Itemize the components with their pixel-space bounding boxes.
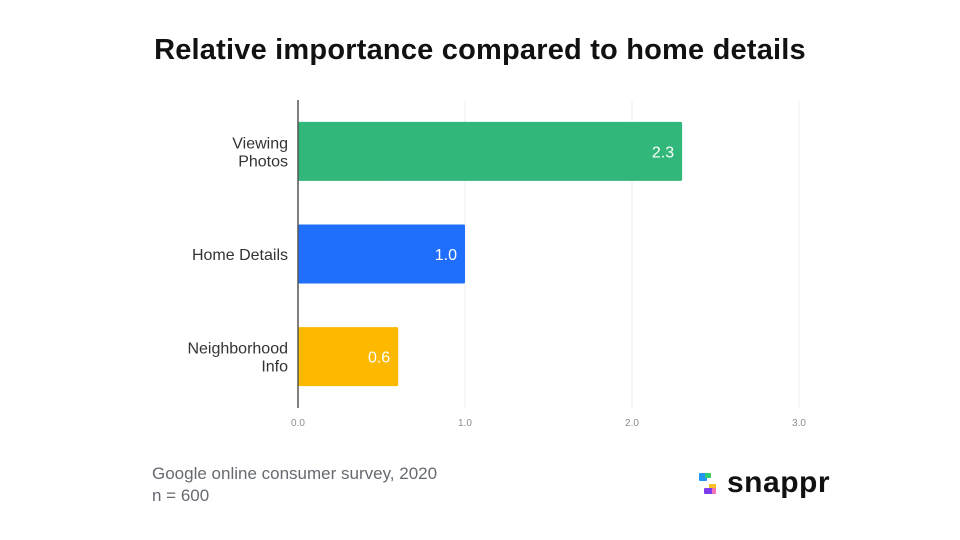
data-label: 2.3 xyxy=(652,144,674,161)
category-label: Photos xyxy=(238,153,288,170)
snappr-logo: snappr xyxy=(699,466,830,500)
x-tick-label: 0.0 xyxy=(291,418,305,429)
bar xyxy=(298,121,683,181)
source-line-1: Google online consumer survey, 2020 xyxy=(152,464,438,483)
category-label: Home Details xyxy=(192,247,288,264)
x-tick-label: 1.0 xyxy=(458,418,472,429)
source-line-2: n = 600 xyxy=(152,486,210,505)
bar xyxy=(298,224,465,284)
data-label: 0.6 xyxy=(368,350,390,367)
category-label: Info xyxy=(261,359,288,376)
bar xyxy=(298,327,399,387)
x-tick-label: 3.0 xyxy=(792,418,806,429)
snappr-logo-icon xyxy=(699,473,716,494)
source-note: Google online consumer survey, 2020 n = … xyxy=(152,463,437,507)
logo-block xyxy=(712,488,716,494)
logo-block xyxy=(705,473,711,478)
logo-text: snappr xyxy=(727,466,831,499)
chart-title: Relative importance compared to home det… xyxy=(154,34,806,66)
category-label: Viewing xyxy=(232,135,288,152)
data-label: 1.0 xyxy=(435,247,457,264)
category-label: Neighborhood xyxy=(187,341,288,358)
x-tick-label: 2.0 xyxy=(625,418,639,429)
